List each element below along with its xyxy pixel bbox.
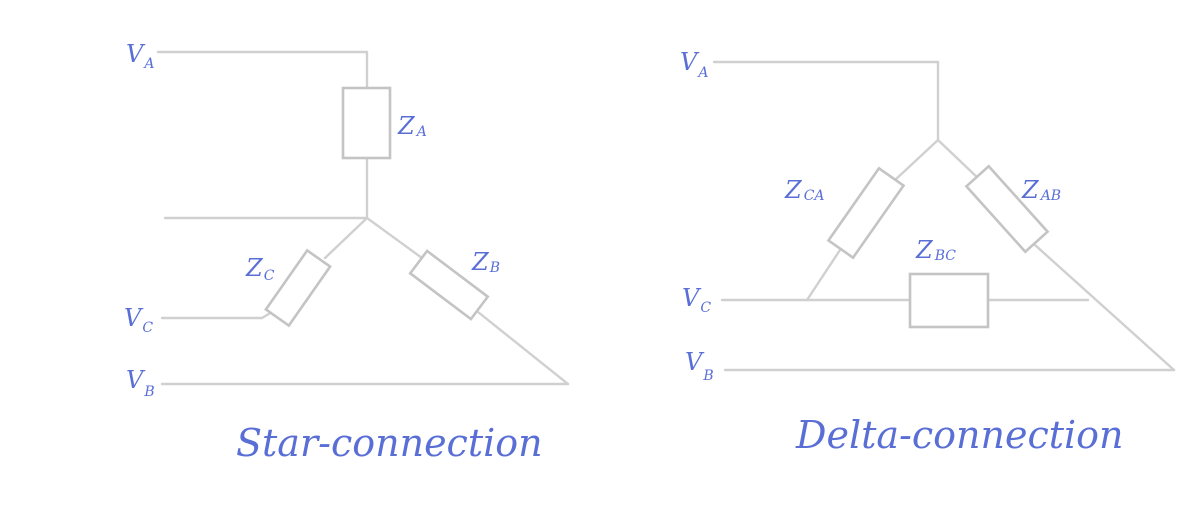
delta-label-zbc: Z BC xyxy=(915,236,956,264)
star-label-vc: VC xyxy=(124,304,153,336)
delta-connection: VA VC VB Z CA Z AB Z BC Delta-connection xyxy=(680,48,1176,457)
star-impedance-za xyxy=(341,86,392,160)
delta-wire-zab-corner xyxy=(1033,243,1176,372)
delta-label-vc: VC xyxy=(682,284,711,316)
star-impedance-zb xyxy=(408,249,490,321)
star-wires xyxy=(156,50,570,386)
delta-wire-apex-zab xyxy=(936,138,982,182)
delta-impedance-zbc xyxy=(908,272,990,329)
delta-wires xyxy=(712,60,1176,372)
delta-wire-apex-zca xyxy=(893,138,940,182)
star-label-vb: VB xyxy=(126,366,155,400)
star-wire-node-zc xyxy=(323,216,369,260)
star-label-zc: ZC xyxy=(245,254,275,284)
delta-impedance-zab xyxy=(964,164,1050,254)
delta-label-zab: Z AB xyxy=(1021,176,1061,204)
delta-impedance-zca xyxy=(826,166,906,260)
star-wire-va xyxy=(156,50,369,90)
star-wire-zc-vc xyxy=(160,310,274,320)
star-caption: Star-connection xyxy=(236,421,543,465)
star-label-va: VA xyxy=(126,40,154,72)
star-label-zb: ZB xyxy=(471,248,500,276)
delta-wire-va xyxy=(712,60,940,142)
star-wire-zb-corner xyxy=(476,310,570,386)
star-impedance-zc xyxy=(264,248,332,328)
star-wire-node-zb xyxy=(365,216,424,260)
delta-label-vb: VB xyxy=(685,348,714,384)
delta-label-zca: Z CA xyxy=(784,176,825,204)
delta-wire-zca-corner xyxy=(805,248,842,302)
delta-label-va: VA xyxy=(680,48,708,81)
delta-caption: Delta-connection xyxy=(795,413,1124,457)
